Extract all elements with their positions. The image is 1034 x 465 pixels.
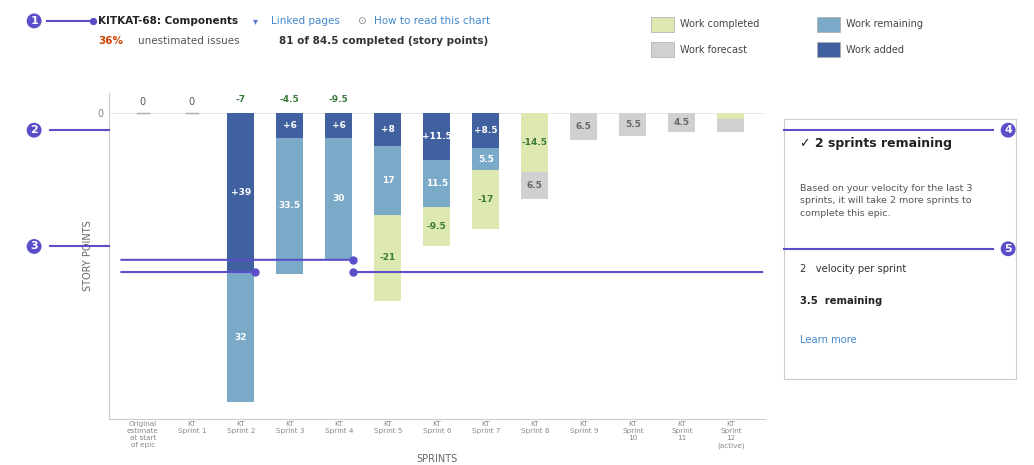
Y-axis label: STORY POINTS: STORY POINTS: [84, 220, 93, 291]
Bar: [473, 170, 499, 229]
Text: Work added: Work added: [846, 45, 904, 55]
Text: 30: 30: [333, 194, 345, 203]
Text: 0: 0: [140, 97, 146, 107]
Bar: [374, 215, 401, 300]
Text: Work remaining: Work remaining: [846, 19, 922, 29]
Text: 6.5: 6.5: [576, 122, 591, 131]
Text: -9.5: -9.5: [427, 222, 447, 231]
X-axis label: SPRINTS: SPRINTS: [417, 454, 457, 465]
Text: Linked pages: Linked pages: [271, 16, 340, 26]
Text: -21: -21: [379, 253, 396, 262]
Text: 33.5: 33.5: [279, 201, 301, 210]
Text: 5: 5: [1004, 244, 1012, 254]
Text: 4.5: 4.5: [674, 118, 690, 127]
Text: ▾: ▾: [253, 16, 258, 26]
Text: Work completed: Work completed: [680, 19, 760, 29]
Text: KITKAT-68: Components: KITKAT-68: Components: [98, 16, 239, 26]
Text: -7: -7: [236, 94, 246, 104]
Bar: [668, 113, 695, 132]
Bar: [473, 148, 499, 170]
Text: 0: 0: [189, 97, 195, 107]
Text: 6.5: 6.5: [527, 181, 543, 190]
Bar: [276, 138, 303, 274]
Text: ✓ 2 sprints remaining: ✓ 2 sprints remaining: [800, 137, 952, 150]
Bar: [473, 113, 499, 148]
Bar: [619, 113, 646, 136]
Text: +6: +6: [283, 121, 297, 130]
Bar: [276, 113, 303, 138]
Text: 36%: 36%: [98, 36, 123, 46]
Bar: [521, 113, 548, 173]
Text: 5.5: 5.5: [625, 120, 641, 129]
Text: 2: 2: [30, 125, 38, 135]
Text: 32: 32: [235, 332, 247, 342]
Bar: [423, 207, 451, 246]
Text: 81 of 84.5 completed (story points): 81 of 84.5 completed (story points): [279, 36, 488, 46]
Text: 3: 3: [30, 241, 38, 252]
Text: 1: 1: [30, 16, 38, 26]
Text: 5.5: 5.5: [478, 155, 494, 164]
Bar: [326, 113, 353, 138]
Text: -14.5: -14.5: [522, 139, 548, 147]
Bar: [718, 120, 744, 132]
Bar: [521, 173, 548, 199]
Text: unestimated issues: unestimated issues: [138, 36, 239, 46]
Bar: [571, 113, 598, 140]
Bar: [374, 146, 401, 215]
Bar: [326, 138, 353, 260]
Bar: [227, 113, 254, 272]
Text: ⊙: ⊙: [357, 16, 365, 26]
Text: -4.5: -4.5: [280, 94, 300, 104]
Text: 4: 4: [1004, 125, 1012, 135]
Text: Learn more: Learn more: [800, 335, 857, 345]
Text: +39: +39: [231, 188, 251, 197]
Text: How to read this chart: How to read this chart: [374, 16, 490, 26]
Bar: [423, 113, 451, 160]
Text: -9.5: -9.5: [329, 94, 348, 104]
Text: +11.5: +11.5: [422, 132, 452, 141]
Text: -17: -17: [478, 195, 494, 204]
Bar: [718, 113, 744, 120]
Text: 11.5: 11.5: [426, 179, 448, 188]
Text: 3.5  remaining: 3.5 remaining: [800, 296, 882, 306]
Bar: [374, 113, 401, 146]
Text: +6: +6: [332, 121, 345, 130]
Text: +8.5: +8.5: [475, 126, 497, 135]
Text: Work forecast: Work forecast: [680, 45, 748, 55]
Bar: [423, 160, 451, 207]
Bar: [227, 272, 254, 402]
Text: 17: 17: [382, 176, 394, 185]
Text: Based on your velocity for the last 3
sprints, it will take 2 more sprints to
co: Based on your velocity for the last 3 sp…: [800, 184, 973, 218]
Text: 2   velocity per sprint: 2 velocity per sprint: [800, 265, 907, 274]
Text: +8: +8: [381, 125, 395, 134]
